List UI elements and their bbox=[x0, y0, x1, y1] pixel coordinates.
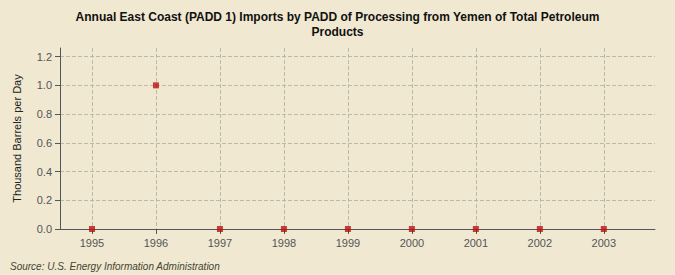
svg-text:2003: 2003 bbox=[592, 237, 616, 249]
svg-text:0.6: 0.6 bbox=[37, 137, 52, 149]
svg-text:2002: 2002 bbox=[528, 237, 552, 249]
svg-text:1998: 1998 bbox=[272, 237, 296, 249]
svg-text:Products: Products bbox=[311, 25, 363, 39]
svg-text:Thousand Barrels per Day: Thousand Barrels per Day bbox=[11, 74, 23, 203]
svg-text:1997: 1997 bbox=[208, 237, 232, 249]
svg-text:1999: 1999 bbox=[336, 237, 360, 249]
svg-text:1996: 1996 bbox=[144, 237, 168, 249]
svg-text:1995: 1995 bbox=[80, 237, 104, 249]
svg-text:1.2: 1.2 bbox=[37, 51, 52, 63]
svg-text:Source: U.S. Energy Informatio: Source: U.S. Energy Information Administ… bbox=[10, 261, 220, 272]
svg-text:0.2: 0.2 bbox=[37, 194, 52, 206]
svg-text:2001: 2001 bbox=[464, 237, 488, 249]
svg-text:1.0: 1.0 bbox=[37, 79, 52, 91]
svg-text:0.4: 0.4 bbox=[37, 166, 52, 178]
svg-text:2000: 2000 bbox=[400, 237, 424, 249]
svg-text:0.0: 0.0 bbox=[37, 223, 52, 235]
svg-text:0.8: 0.8 bbox=[37, 108, 52, 120]
svg-text:Annual East Coast (PADD 1) Imp: Annual East Coast (PADD 1) Imports by PA… bbox=[76, 10, 600, 24]
